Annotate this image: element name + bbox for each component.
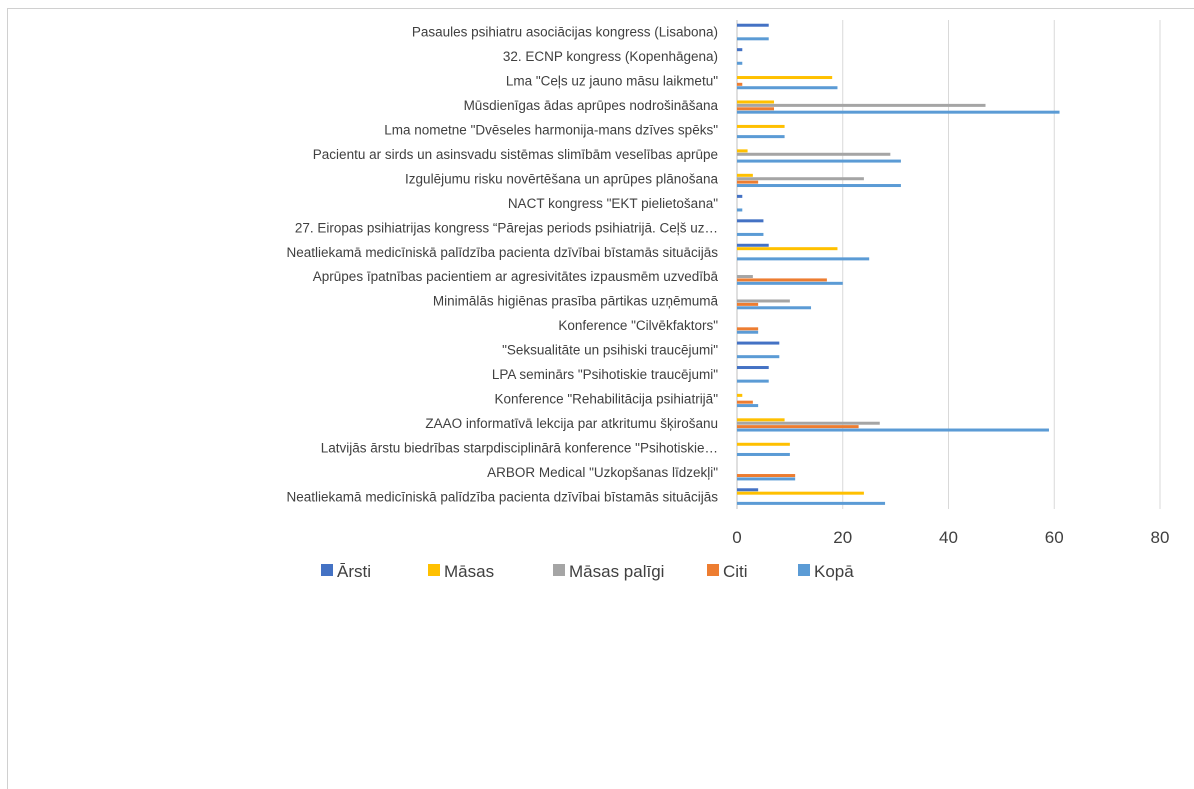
legend-swatch [553,564,565,576]
bar-4-18 [737,477,796,481]
legend-label: Ārsti [337,562,371,581]
bar-0-7 [737,194,743,198]
bar-4-10 [737,281,843,285]
bar-4-6 [737,184,901,188]
bar-4-2 [737,86,838,90]
bar-4-4 [737,135,785,139]
category-label: Neatliekamā medicīniskā palīdzība pacien… [287,245,719,260]
bar-4-8 [737,232,764,236]
bar-0-13 [737,341,780,345]
bar-3-16 [737,425,859,429]
bar-4-3 [737,110,1060,114]
bar-3-11 [737,302,759,306]
bar-4-9 [737,257,870,261]
bar-4-17 [737,452,790,456]
bar-2-6 [737,177,864,181]
bar-1-15 [737,393,743,397]
bar-0-19 [737,488,759,492]
bar-4-0 [737,37,769,41]
chart-frame [7,8,1194,789]
bar-1-4 [737,124,785,128]
legend-label: Kopā [814,562,854,581]
legend-swatch [321,564,333,576]
bar-3-18 [737,474,796,478]
category-label: Mūsdienīgas ādas aprūpes nodrošināšana [464,98,719,113]
bar-1-16 [737,418,785,422]
category-label: Lma "Ceļs uz jauno māsu laikmetu" [506,74,718,89]
x-tick-label: 60 [1045,528,1064,547]
bar-4-19 [737,501,886,505]
category-label: Izgulējumu risku novērtēšana un aprūpes … [405,171,718,186]
x-axis-ticks: 0 20 40 60 80 [732,528,1169,547]
bar-3-2 [737,82,743,86]
bar-4-11 [737,306,812,310]
legend-label: Māsas palīgi [569,562,664,581]
bar-4-13 [737,355,780,359]
bar-0-1 [737,48,743,52]
category-label: ZAAO informatīvā lekcija par atkritumu š… [425,416,718,431]
bar-1-6 [737,173,753,177]
bar-2-11 [737,299,790,303]
bar-3-6 [737,180,759,184]
legend-swatch [798,564,810,576]
bar-2-16 [737,421,880,425]
category-label: Pacientu ar sirds un asinsvadu sistēmas … [313,147,718,162]
bar-4-1 [737,61,743,65]
category-label: "Seksualitāte un psihiski traucējumi" [502,343,718,358]
category-label: Lma nometne "Dvēseles harmonija-mans dzī… [384,123,718,138]
category-label: Konference "Rehabilitācija psihiatrijā" [495,391,719,406]
bar-3-12 [737,327,759,331]
bar-2-3 [737,103,986,107]
bar-4-7 [737,208,743,212]
bar-0-9 [737,243,769,247]
category-label: Aprūpes īpatnības pacientiem ar agresivi… [313,269,719,284]
bar-4-5 [737,159,901,163]
bar-0-8 [737,219,764,223]
bar-3-15 [737,400,753,404]
bar-0-0 [737,23,769,27]
bar-4-14 [737,379,769,383]
legend-swatch [428,564,440,576]
category-label: NACT kongress "EKT pielietošana" [508,196,718,211]
legend-label: Citi [723,562,748,581]
bars [737,23,1060,505]
category-label: Pasaules psihiatru asociācijas kongress … [412,25,718,40]
bar-1-9 [737,247,838,251]
bar-1-3 [737,100,775,104]
bar-2-10 [737,275,753,279]
bar-3-10 [737,278,827,282]
category-label: 32. ECNP kongress (Kopenhāgena) [503,49,718,64]
bar-1-19 [737,491,864,495]
bar-2-5 [737,152,891,156]
category-label: LPA seminārs "Psihotiskie traucējumi" [492,367,718,382]
legend: Ārsti Māsas Māsas palīgi Citi Kopā [321,562,854,581]
category-label: Latvijās ārstu biedrības starpdisciplinā… [321,440,718,455]
legend-swatch [707,564,719,576]
category-label: Minimālās higiēnas prasība pārtikas uzņē… [433,294,719,309]
bar-1-17 [737,442,790,446]
bar-4-16 [737,428,1049,432]
x-tick-label: 20 [833,528,852,547]
x-tick-label: 80 [1151,528,1170,547]
category-labels: Pasaules psihiatru asociācijas kongress … [287,25,719,505]
x-tick-label: 40 [939,528,958,547]
x-tick-label: 0 [732,528,741,547]
bar-1-5 [737,149,748,153]
bar-3-3 [737,107,775,111]
category-label: Neatliekamā medicīniskā palīdzība pacien… [287,489,719,504]
category-label: Konference "Cilvēkfaktors" [558,318,718,333]
bar-0-14 [737,366,769,370]
bar-1-2 [737,76,833,80]
legend-label: Māsas [444,562,494,581]
bar-4-15 [737,404,759,408]
gridlines [736,20,1161,509]
category-label: 27. Eiropas psihiatrijas kongress “Pārej… [295,220,718,235]
category-label: ARBOR Medical "Uzkopšanas līdzekļi" [487,465,718,480]
bar-4-12 [737,330,759,334]
